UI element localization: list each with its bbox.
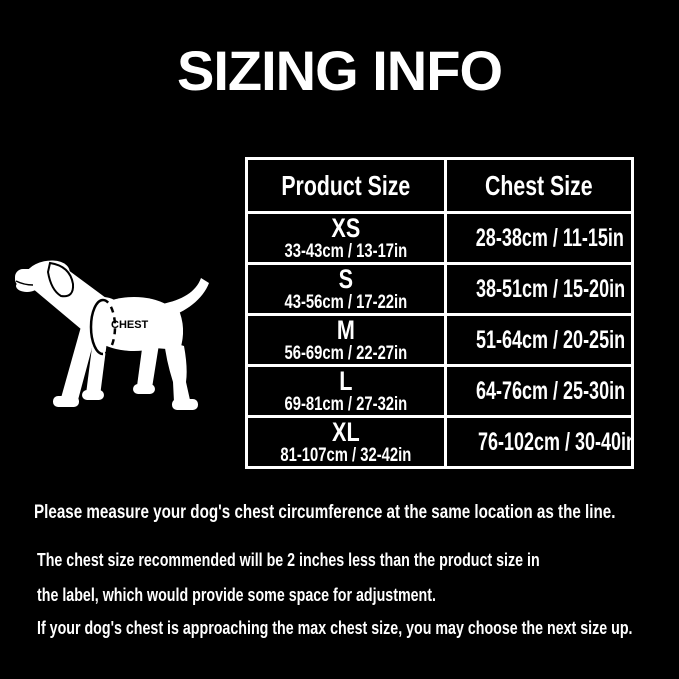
size-label: S xyxy=(338,264,354,294)
chest-size-cell: 28-38cm / 11-15in xyxy=(443,211,635,265)
chest-size-cell: 51-64cm / 20-25in xyxy=(443,313,635,367)
header-product-size: Product Size xyxy=(245,157,447,214)
chest-range: 38-51cm / 15-20in xyxy=(475,274,625,303)
dog-mouth-line xyxy=(15,280,34,286)
size-label: L xyxy=(339,366,353,396)
dog-silhouette-svg: CHEST xyxy=(15,260,209,410)
page-title: SIZING INFO xyxy=(177,39,503,102)
size-range: 33-43cm / 13-17in xyxy=(284,241,408,262)
size-range: 43-56cm / 17-22in xyxy=(284,292,408,313)
note-measure-instruction: Please measure your dog's chest circumfe… xyxy=(34,502,616,523)
chest-label: CHEST xyxy=(111,319,149,331)
table-row: L 69-81cm / 27-32in 64-76cm / 25-30in xyxy=(245,364,635,418)
product-size-cell: XL 81-107cm / 32-42in xyxy=(245,415,447,469)
size-range: 56-69cm / 22-27in xyxy=(284,343,408,364)
chest-range: 76-102cm / 30-40in xyxy=(477,427,633,456)
chest-band-solid-line xyxy=(89,298,104,356)
chest-range: 28-38cm / 11-15in xyxy=(475,223,624,252)
size-label: XS xyxy=(331,213,361,243)
table-row: S 43-56cm / 17-22in 38-51cm / 15-20in xyxy=(245,262,635,316)
header-chest-size: Chest Size xyxy=(443,157,635,214)
size-label: XL xyxy=(332,417,360,447)
table-header-row: Product Size Chest Size xyxy=(245,157,635,214)
product-size-cell: L 69-81cm / 27-32in xyxy=(245,364,447,418)
product-size-cell: XS 33-43cm / 13-17in xyxy=(245,211,447,265)
table-row: M 56-69cm / 22-27in 51-64cm / 20-25in xyxy=(245,313,635,367)
note-next-size-up: If your dog's chest is approaching the m… xyxy=(37,617,633,638)
product-size-cell: M 56-69cm / 22-27in xyxy=(245,313,447,367)
chest-band-dashed-line xyxy=(102,298,117,356)
chest-size-cell: 38-51cm / 15-20in xyxy=(443,262,635,316)
sizing-table: Product Size Chest Size XS 33-43cm / 13-… xyxy=(245,157,635,469)
header-product-size-label: Product Size xyxy=(281,169,411,201)
size-range: 81-107cm / 32-42in xyxy=(280,445,412,466)
dog-body-shapes xyxy=(15,260,209,410)
table-row: XS 33-43cm / 13-17in 28-38cm / 11-15in xyxy=(245,211,635,265)
chest-size-cell: 76-102cm / 30-40in xyxy=(443,415,635,469)
size-label: M xyxy=(336,315,355,345)
dog-illustration: CHEST xyxy=(6,248,240,420)
note-chest-size-line2: the label, which would provide some spac… xyxy=(37,584,436,605)
size-range: 69-81cm / 27-32in xyxy=(284,394,408,415)
dog-ear xyxy=(46,261,75,298)
table-row: XL 81-107cm / 32-42in 76-102cm / 30-40in xyxy=(245,415,635,469)
chest-range: 64-76cm / 25-30in xyxy=(475,376,625,405)
chest-range: 51-64cm / 20-25in xyxy=(475,325,625,354)
chest-size-cell: 64-76cm / 25-30in xyxy=(443,364,635,418)
header-chest-size-label: Chest Size xyxy=(485,169,593,201)
product-size-cell: S 43-56cm / 17-22in xyxy=(245,262,447,316)
note-chest-size-line1: The chest size recommended will be 2 inc… xyxy=(37,549,540,570)
